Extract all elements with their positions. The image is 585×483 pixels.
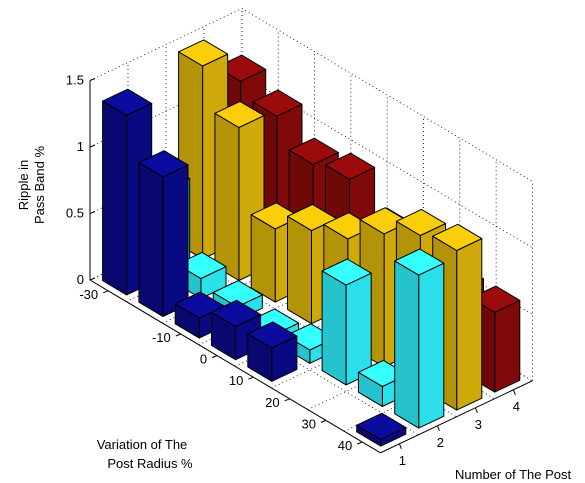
bar-face-top xyxy=(470,285,521,313)
y-tick-1 xyxy=(89,144,96,148)
bar-face-top xyxy=(432,223,483,251)
z-tick-0 xyxy=(398,443,402,449)
z-axis-label: Number of The Post xyxy=(455,467,571,482)
bar xyxy=(394,248,445,429)
x-axis-label-line1: Variation of The xyxy=(97,437,188,452)
bar-face-side xyxy=(287,215,312,325)
y-axis-label-line1: Ripple in xyxy=(16,160,31,211)
x-tick-0 xyxy=(102,290,109,294)
bar xyxy=(178,39,229,260)
y-tick-label: 1 xyxy=(77,139,84,154)
bar-face-top xyxy=(247,321,298,349)
y-tick-2 xyxy=(89,211,96,214)
bar-face-side xyxy=(102,100,128,296)
bar-face-top xyxy=(395,208,446,236)
bar-face-top xyxy=(252,89,303,117)
z-tick-3 xyxy=(512,389,516,395)
bar-face-top xyxy=(325,152,376,180)
x-tick-1 xyxy=(175,333,181,337)
bar-face-top xyxy=(356,412,407,440)
z-tick-label: 2 xyxy=(437,435,444,450)
bars-layer xyxy=(102,39,521,447)
bar-face-front xyxy=(418,262,445,429)
x-tick-3 xyxy=(248,376,254,380)
y-tick-label: 0 xyxy=(77,272,84,287)
bar-face-top xyxy=(178,39,229,67)
z-tick-label: 4 xyxy=(513,399,520,414)
bar-face-front xyxy=(494,299,521,393)
bar-face-side xyxy=(321,270,347,386)
bar-face-front xyxy=(162,164,189,317)
axes-layer xyxy=(89,78,533,454)
bar-face-top xyxy=(216,54,267,82)
x-axis-label-line2: Post Radius % xyxy=(107,456,193,471)
z-tick-1 xyxy=(436,425,440,431)
z-tick-label: 3 xyxy=(475,417,482,432)
bar-face-top xyxy=(211,299,262,327)
bar xyxy=(356,412,407,447)
x-tick-5 xyxy=(320,419,327,423)
x-tick-label: 30 xyxy=(301,416,315,431)
gridline-level-0 xyxy=(89,8,533,182)
x-tick-label: 10 xyxy=(229,373,243,388)
y-tick-label: 0.5 xyxy=(66,206,84,221)
bar-face-top xyxy=(138,150,189,178)
bar-face-top xyxy=(288,137,339,165)
y-tick-3 xyxy=(89,277,96,281)
bar xyxy=(247,321,298,382)
y-tick-label: 1.5 xyxy=(66,73,84,88)
y-axis-label-line2: Pass Band % xyxy=(32,146,47,224)
bar-face-side xyxy=(214,112,240,281)
x-tick-6 xyxy=(357,441,363,445)
bar-face-top xyxy=(102,88,153,116)
x-tick-label: 0 xyxy=(200,352,207,367)
bar-face-top xyxy=(321,258,372,286)
bar-face-side xyxy=(138,162,164,317)
x-tick-label: -10 xyxy=(152,330,171,345)
x-tick-4 xyxy=(284,398,290,402)
x-tick-label: 20 xyxy=(265,395,279,410)
bar-face-side xyxy=(394,260,420,429)
x-tick-label: -30 xyxy=(79,287,98,302)
bar-face-front xyxy=(456,238,483,411)
bar-face-side xyxy=(250,214,276,303)
x-axis-line xyxy=(89,279,381,454)
bar xyxy=(138,150,189,317)
z-tick-label: 1 xyxy=(399,453,406,468)
y-tick-0 xyxy=(89,78,96,81)
z-axis-line xyxy=(380,380,533,454)
bar-face-top xyxy=(176,251,227,279)
x-tick-label: 40 xyxy=(338,438,352,453)
x-tick-2 xyxy=(211,355,218,359)
bar xyxy=(321,258,372,386)
bar-face-top xyxy=(212,280,263,308)
bar-face-top xyxy=(394,248,445,276)
bar-face-top xyxy=(214,100,265,128)
z-tick-2 xyxy=(474,407,478,413)
labels-layer: Ripple in Pass Band % Variation of The P… xyxy=(16,73,571,483)
